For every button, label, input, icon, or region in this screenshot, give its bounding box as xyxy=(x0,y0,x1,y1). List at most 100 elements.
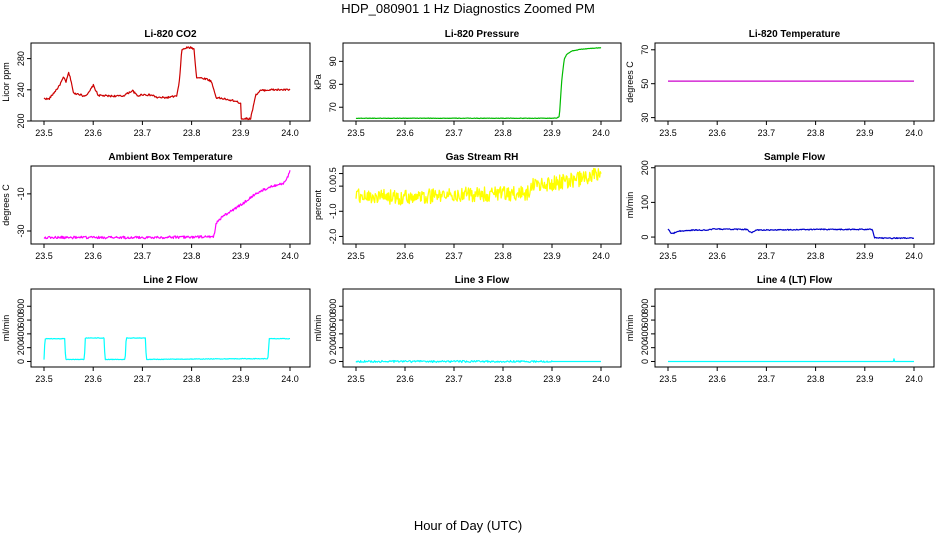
panel-4: Gas Stream RH percent 23.5 23.6 23.7 23.8 23.9… xyxy=(313,152,622,261)
y-tick-label: 50 xyxy=(640,79,650,89)
x-tick-label: 23.6 xyxy=(396,374,414,384)
y-tick-label: 240 xyxy=(16,82,26,97)
x-tick-label: 23.6 xyxy=(708,374,726,384)
x-tick-label: 24.0 xyxy=(592,251,610,261)
page-title: HDP_080901 1 Hz Diagnostics Zoomed PM xyxy=(341,1,595,16)
x-tick-label: 24.0 xyxy=(592,374,610,384)
y-tick-label: 70 xyxy=(328,102,338,112)
y-tick-label: 800 xyxy=(640,299,650,314)
y-tick-label: 100 xyxy=(640,195,650,210)
panel-title: Ambient Box Temperature xyxy=(108,152,233,163)
x-tick-label: 23.8 xyxy=(183,128,201,138)
x-tick-label: 23.7 xyxy=(134,128,152,138)
x-tick-label: 23.6 xyxy=(708,128,726,138)
x-tick-label: 23.8 xyxy=(807,374,825,384)
plot-frame xyxy=(654,288,935,368)
panel-title: Line 4 (LT) Flow xyxy=(757,275,833,286)
x-tick-label: 23.8 xyxy=(494,251,512,261)
x-tick-label: 23.5 xyxy=(35,374,53,384)
x-tick-label: 23.9 xyxy=(543,251,561,261)
y-axis-label: kPa xyxy=(313,74,323,90)
y-tick-label: 0.0 xyxy=(328,180,338,193)
y-axis-label: ml/min xyxy=(1,315,11,342)
series-line xyxy=(668,358,914,363)
x-tick-label: 23.7 xyxy=(445,128,463,138)
x-tick-label: 23.8 xyxy=(183,251,201,261)
x-tick-label: 24.0 xyxy=(905,374,923,384)
x-tick-label: 23.5 xyxy=(659,128,677,138)
y-tick-label: 200 xyxy=(640,340,650,355)
series-line xyxy=(667,228,915,240)
panel-3: Ambient Box Temperature degrees C 23.5 23.6… xyxy=(1,152,311,261)
x-tick-label: 23.6 xyxy=(396,128,414,138)
x-tick-label: 23.7 xyxy=(445,374,463,384)
panel-title: Gas Stream RH xyxy=(446,152,519,163)
panel-6: Line 2 Flow ml/min 23.5 23.6 23.7 23.8 23.9 24.… xyxy=(1,275,311,384)
x-tick-label: 23.9 xyxy=(856,374,874,384)
y-tick-label: 600 xyxy=(16,313,26,328)
x-tick-label: 23.8 xyxy=(183,374,201,384)
x-tick-label: 23.7 xyxy=(758,128,776,138)
series-line xyxy=(43,170,291,240)
y-tick-label: 0 xyxy=(16,359,26,364)
y-tick-label: 400 xyxy=(640,326,650,341)
panel-title: Li-820 Temperature xyxy=(749,29,841,40)
y-tick-label: 200 xyxy=(16,113,26,128)
x-tick-label: 23.9 xyxy=(856,251,874,261)
y-tick-label: 200 xyxy=(16,340,26,355)
x-tick-label: 23.9 xyxy=(232,374,250,384)
y-tick-label: 0 xyxy=(640,359,650,364)
y-tick-label: 200 xyxy=(640,160,650,175)
plot-frame xyxy=(30,165,311,245)
x-tick-label: 23.7 xyxy=(134,251,152,261)
x-tick-label: 24.0 xyxy=(905,128,923,138)
y-tick-label: 0.5 xyxy=(328,167,338,180)
x-tick-label: 23.6 xyxy=(708,251,726,261)
x-tick-label: 23.5 xyxy=(347,374,365,384)
plot-frame xyxy=(342,165,622,245)
plot-frame xyxy=(30,42,311,122)
x-tick-label: 23.5 xyxy=(35,251,53,261)
y-tick-label: 200 xyxy=(328,340,338,355)
y-tick-label: -10 xyxy=(16,187,26,200)
x-tick-label: 23.5 xyxy=(347,251,365,261)
panel-0: Li-820 CO2 Licor ppm 23.5 23.6 23.7 23.8 23.9 2… xyxy=(1,29,311,138)
series-line xyxy=(355,359,601,364)
x-tick-label: 23.6 xyxy=(84,128,102,138)
x-tick-label: 23.5 xyxy=(659,251,677,261)
y-tick-label: 400 xyxy=(16,326,26,341)
panel-5: Sample Flow ml/min 23.5 23.6 23.7 23.8 23.9 24.… xyxy=(625,152,935,261)
y-tick-label: 30 xyxy=(640,113,650,123)
x-tick-label: 23.7 xyxy=(758,374,776,384)
y-axis-label: Licor ppm xyxy=(1,62,11,102)
panel-7: Line 3 Flow ml/min 23.5 23.6 23.7 23.8 23.9 24.… xyxy=(313,275,622,384)
panel-1: Li-820 Pressure kPa 23.5 23.6 23.7 23.8 23.9 24… xyxy=(313,29,622,138)
y-tick-label: -2.0 xyxy=(328,229,338,245)
y-tick-label: 800 xyxy=(328,299,338,314)
x-tick-label: 23.8 xyxy=(807,128,825,138)
y-tick-label: 400 xyxy=(328,326,338,341)
y-axis-label: ml/min xyxy=(313,315,323,342)
panel-8: Line 4 (LT) Flow ml/min 23.5 23.6 23.7 23.8 23… xyxy=(625,275,935,384)
y-axis-label: ml/min xyxy=(625,315,635,342)
y-axis-label: percent xyxy=(313,189,323,220)
y-axis-label: degrees C xyxy=(1,184,11,226)
panel-2: Li-820 Temperature degrees C 23.5 23.6 23.7 2… xyxy=(625,29,935,138)
x-tick-label: 23.7 xyxy=(134,374,152,384)
plot-frame xyxy=(342,288,622,368)
x-tick-label: 23.6 xyxy=(84,374,102,384)
x-tick-label: 23.6 xyxy=(396,251,414,261)
panel-title: Sample Flow xyxy=(764,152,825,163)
x-tick-label: 23.5 xyxy=(35,128,53,138)
x-tick-label: 23.9 xyxy=(543,128,561,138)
y-tick-label: 0 xyxy=(328,359,338,364)
y-tick-label: 80 xyxy=(328,79,338,89)
y-tick-label: 600 xyxy=(640,313,650,328)
panel-title: Line 2 Flow xyxy=(143,275,198,286)
x-tick-label: 24.0 xyxy=(281,251,299,261)
y-tick-label: 0 xyxy=(640,235,650,240)
series-line xyxy=(355,46,602,120)
x-tick-label: 23.9 xyxy=(856,128,874,138)
x-tick-label: 23.9 xyxy=(232,251,250,261)
x-tick-label: 23.7 xyxy=(445,251,463,261)
